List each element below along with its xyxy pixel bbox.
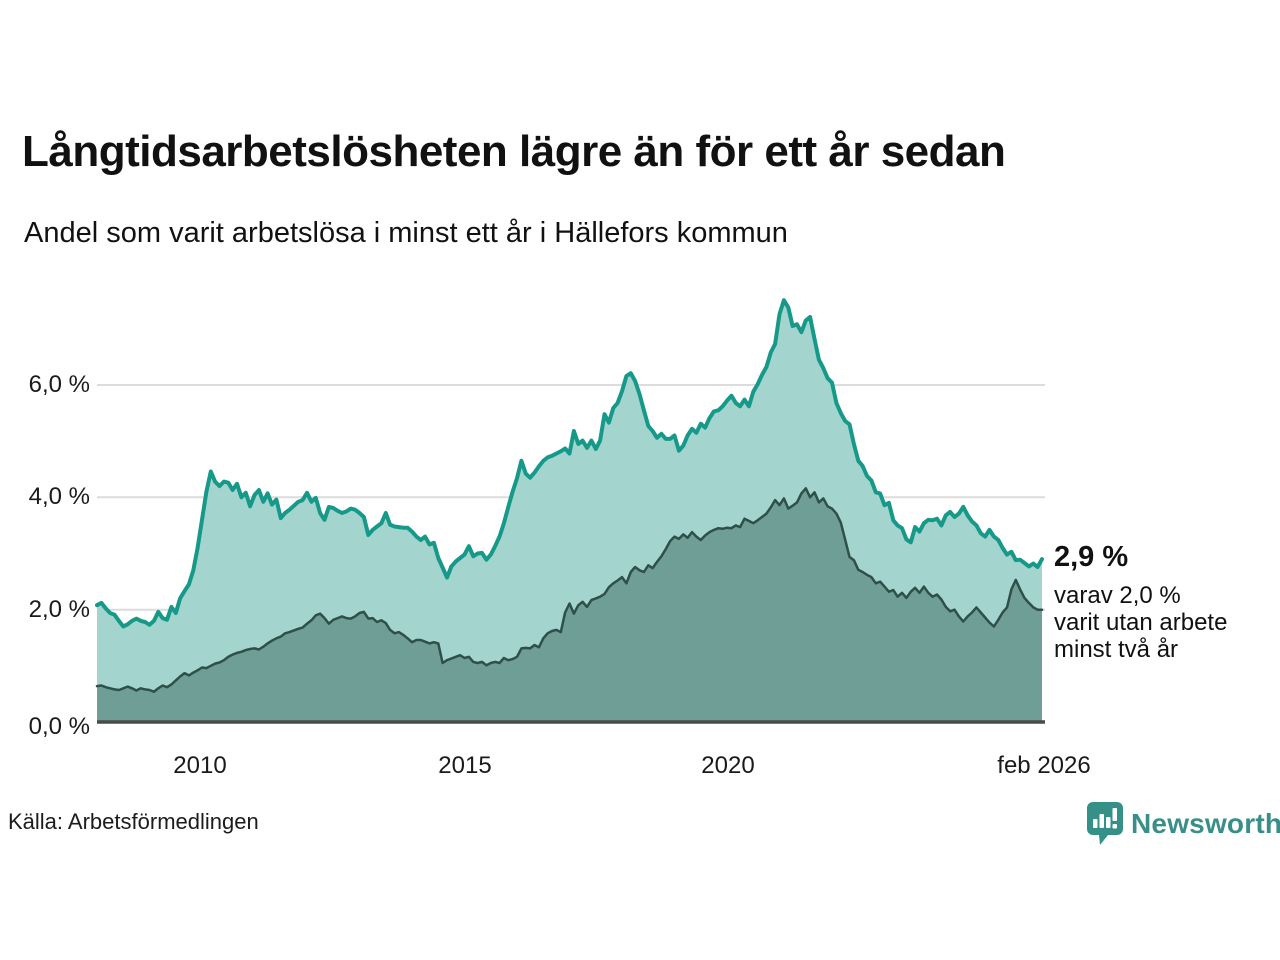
latest-value-annotation: 2,9 % varav 2,0 % varit utan arbete mins… bbox=[1054, 541, 1269, 663]
y-tick-0: 0,0 % bbox=[28, 713, 90, 740]
annotation-line-2: varit utan arbete bbox=[1054, 609, 1228, 636]
series-two-year-line bbox=[95, 487, 1044, 693]
annotation-line-1: varav 2,0 % bbox=[1054, 582, 1181, 609]
y-tick-6: 6,0 % bbox=[28, 371, 90, 398]
x-tick-2015: 2015 bbox=[438, 752, 492, 779]
page-title: Långtidsarbetslösheten lägre än för ett … bbox=[22, 127, 1006, 176]
y-tick-2: 2,0 % bbox=[28, 596, 90, 623]
x-tick-2020: 2020 bbox=[701, 752, 755, 779]
x-tick-feb-2026: feb 2026 bbox=[997, 752, 1091, 779]
newsworthy-logo-text: Newsworthy bbox=[1131, 807, 1280, 839]
newsworthy-logo: Newsworthy bbox=[1086, 801, 1280, 846]
x-tick-2010: 2010 bbox=[173, 752, 227, 779]
y-tick-4: 4,0 % bbox=[28, 483, 90, 510]
page-subtitle: Andel som varit arbetslösa i minst ett å… bbox=[24, 217, 788, 249]
newsworthy-logo-icon bbox=[1087, 802, 1123, 845]
source-credit: Källa: Arbetsförmedlingen bbox=[8, 809, 259, 834]
latest-value: 2,9 % bbox=[1054, 541, 1129, 573]
annotation-line-3: minst två år bbox=[1054, 636, 1179, 663]
series-one-year-line bbox=[95, 298, 1044, 629]
